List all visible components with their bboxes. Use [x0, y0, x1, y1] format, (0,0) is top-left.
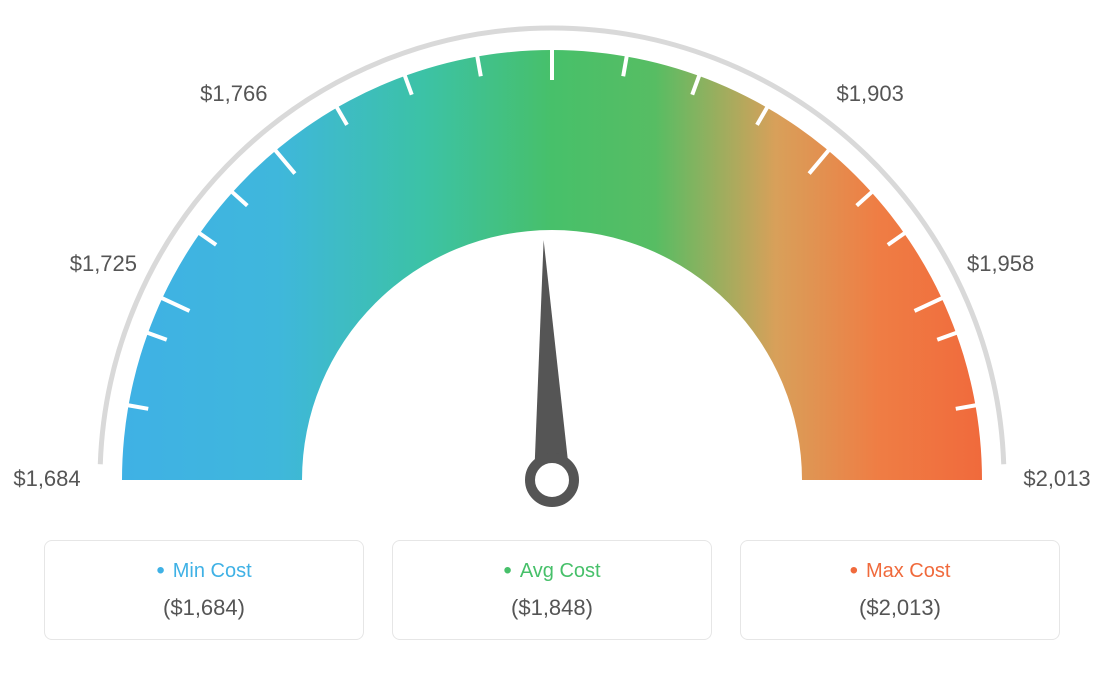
legend-label-max: Max Cost	[741, 557, 1059, 585]
legend-label-min: Min Cost	[45, 557, 363, 585]
gauge-tick-label: $2,013	[1023, 466, 1090, 491]
gauge-tick-label: $1,725	[70, 251, 137, 276]
gauge-hub	[530, 458, 574, 502]
gauge-tick-label: $1,766	[200, 81, 267, 106]
legend-card-max: Max Cost ($2,013)	[740, 540, 1060, 640]
gauge-needle	[534, 240, 570, 480]
legend-value-min: ($1,684)	[45, 595, 363, 621]
legend-label-avg: Avg Cost	[393, 557, 711, 585]
legend-row: Min Cost ($1,684) Avg Cost ($1,848) Max …	[0, 540, 1104, 640]
legend-value-max: ($2,013)	[741, 595, 1059, 621]
gauge-tick-label: $1,684	[13, 466, 80, 491]
gauge-svg: $1,684$1,725$1,766$1,848$1,903$1,958$2,0…	[0, 0, 1104, 520]
legend-card-min: Min Cost ($1,684)	[44, 540, 364, 640]
gauge-tick-label: $1,958	[967, 251, 1034, 276]
legend-value-avg: ($1,848)	[393, 595, 711, 621]
gauge-chart: $1,684$1,725$1,766$1,848$1,903$1,958$2,0…	[0, 0, 1104, 520]
gauge-tick-label: $1,903	[837, 81, 904, 106]
legend-card-avg: Avg Cost ($1,848)	[392, 540, 712, 640]
